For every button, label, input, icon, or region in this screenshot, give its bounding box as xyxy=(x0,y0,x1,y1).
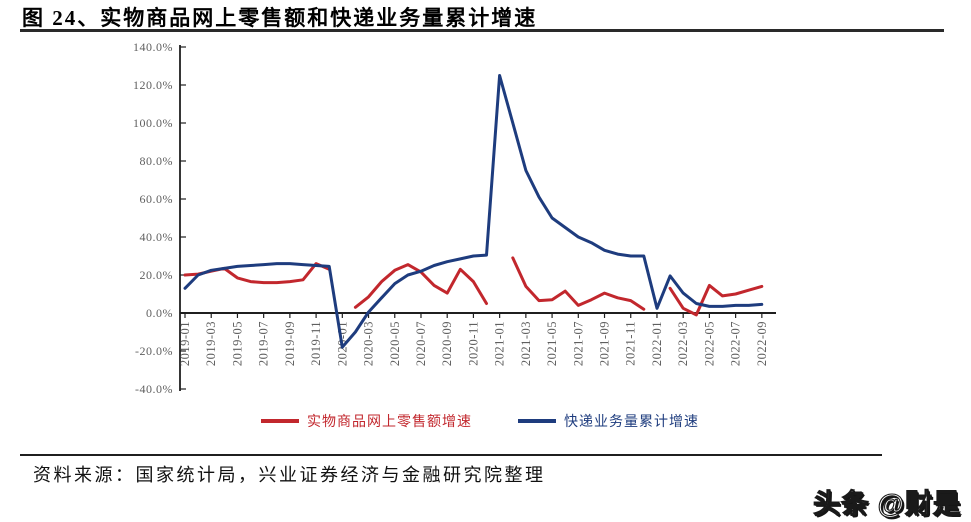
title-divider xyxy=(20,29,944,32)
y-tick-label: 40.0% xyxy=(140,230,174,244)
x-tick-label: 2021-05 xyxy=(545,321,559,366)
x-tick-label: 2022-07 xyxy=(729,321,743,366)
legend-item-retail: 实物商品网上零售额增速 xyxy=(261,411,472,431)
y-tick-label: 0.0% xyxy=(146,306,173,320)
y-tick-label: 100.0% xyxy=(133,116,173,130)
x-tick-label: 2021-07 xyxy=(571,321,585,366)
x-tick-label: 2022-09 xyxy=(755,321,769,366)
legend-item-express: 快递业务量累计增速 xyxy=(518,411,699,431)
x-tick-label: 2019-05 xyxy=(230,321,244,366)
legend-swatch-express xyxy=(518,419,556,423)
y-tick-label: -40.0% xyxy=(135,382,173,396)
legend-label-retail: 实物商品网上零售额增速 xyxy=(307,415,472,430)
legend-swatch-retail xyxy=(261,419,299,423)
source-note: 资料来源：国家统计局，兴业证券经济与金融研究院整理 xyxy=(33,465,546,485)
x-tick-label: 2022-05 xyxy=(702,321,716,366)
figure-title: 图 24、实物商品网上零售额和快递业务量累计增速 xyxy=(22,6,538,30)
x-tick-label: 2020-09 xyxy=(440,321,454,366)
x-tick-label: 2020-05 xyxy=(388,321,402,366)
express-series-line xyxy=(183,74,764,349)
x-tick-label: 2019-03 xyxy=(204,321,218,366)
y-tick-label: 20.0% xyxy=(140,268,174,282)
x-tick-label: 2022-03 xyxy=(676,321,690,366)
y-tick-label: 60.0% xyxy=(140,192,174,206)
x-tick-label: 2019-11 xyxy=(309,321,323,366)
legend-label-express: 快递业务量累计增速 xyxy=(564,415,699,430)
y-tick-label: 140.0% xyxy=(133,40,173,54)
watermark: 头条 @财是 xyxy=(813,488,961,519)
x-tick-label: 2020-07 xyxy=(414,321,428,366)
x-tick-label: 2021-11 xyxy=(624,321,638,366)
x-tick-label: 2022-01 xyxy=(650,321,664,366)
y-tick-label: -20.0% xyxy=(135,344,173,358)
x-tick-label: 2021-09 xyxy=(598,321,612,366)
x-tick-label: 2019-01 xyxy=(178,321,192,366)
y-tick-label: 80.0% xyxy=(140,154,174,168)
x-tick-label: 2021-03 xyxy=(519,321,533,366)
footer-divider xyxy=(20,454,882,456)
x-tick-label: 2021-01 xyxy=(493,321,507,366)
x-tick-label: 2019-09 xyxy=(283,321,297,366)
y-tick-label: 120.0% xyxy=(133,78,173,92)
x-tick-label: 2020-11 xyxy=(466,321,480,366)
x-tick-label: 2020-03 xyxy=(362,321,376,366)
retail-series-line xyxy=(183,256,764,317)
chart-legend: 实物商品网上零售额增速 快递业务量累计增速 xyxy=(180,411,780,431)
x-tick-label: 2019-07 xyxy=(257,321,271,366)
